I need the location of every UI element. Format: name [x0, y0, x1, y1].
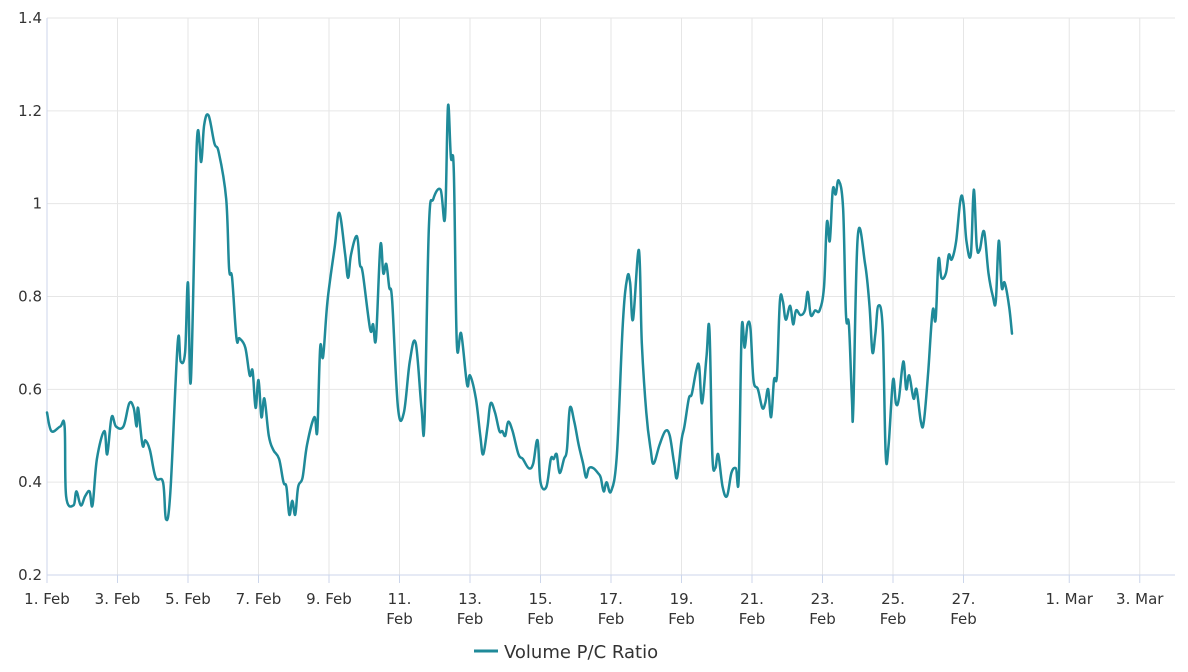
x-tick-label: Feb	[668, 610, 695, 628]
x-tick-label: 21.	[740, 590, 764, 608]
x-tick-label: Feb	[880, 610, 907, 628]
x-tick-label: 19.	[670, 590, 694, 608]
x-tick-label: Feb	[457, 610, 484, 628]
x-tick-label: Feb	[950, 610, 977, 628]
x-tick-label: 3. Mar	[1116, 590, 1164, 608]
x-tick-label: 1. Mar	[1046, 590, 1094, 608]
x-tick-label: 13.	[458, 590, 482, 608]
y-tick-label: 0.8	[18, 288, 42, 306]
legend-series-label[interactable]: Volume P/C Ratio	[504, 642, 658, 663]
y-tick-label: 1	[32, 195, 42, 213]
legend[interactable]: Volume P/C Ratio	[474, 642, 658, 663]
x-tick-label: Feb	[739, 610, 766, 628]
x-tick-label: 11.	[388, 590, 412, 608]
x-tick-label: Feb	[386, 610, 413, 628]
x-tick-label: Feb	[809, 610, 836, 628]
x-tick-label: Feb	[598, 610, 625, 628]
y-tick-label: 0.4	[18, 473, 42, 491]
y-axis: 0.2 0.4 0.6 0.8 1 1.2 1.4	[18, 9, 48, 584]
y-tick-label: 1.4	[18, 9, 42, 27]
x-tick-label: 17.	[599, 590, 623, 608]
x-tick-label: 3. Feb	[95, 590, 141, 608]
x-tick-label: Feb	[527, 610, 554, 628]
x-axis: 1. Feb 3. Feb 5. Feb 7. Feb 9. Feb 11. Feb 13. F…	[24, 574, 1175, 628]
x-tick-label: 7. Feb	[236, 590, 282, 608]
grid-lines	[46, 17, 1175, 576]
plot-area	[45, 103, 1014, 522]
x-tick-label: 27.	[952, 590, 976, 608]
x-tick-label: 9. Feb	[306, 590, 352, 608]
x-tick-label: 25.	[881, 590, 905, 608]
x-tick-label: 23.	[811, 590, 835, 608]
x-tick-label: 5. Feb	[165, 590, 211, 608]
y-tick-label: 1.2	[18, 102, 42, 120]
x-tick-label: 1. Feb	[24, 590, 70, 608]
y-tick-label: 0.2	[18, 566, 42, 584]
x-tick-label: 15.	[529, 590, 553, 608]
series-line[interactable]	[45, 103, 1014, 522]
y-tick-label: 0.6	[18, 380, 42, 398]
